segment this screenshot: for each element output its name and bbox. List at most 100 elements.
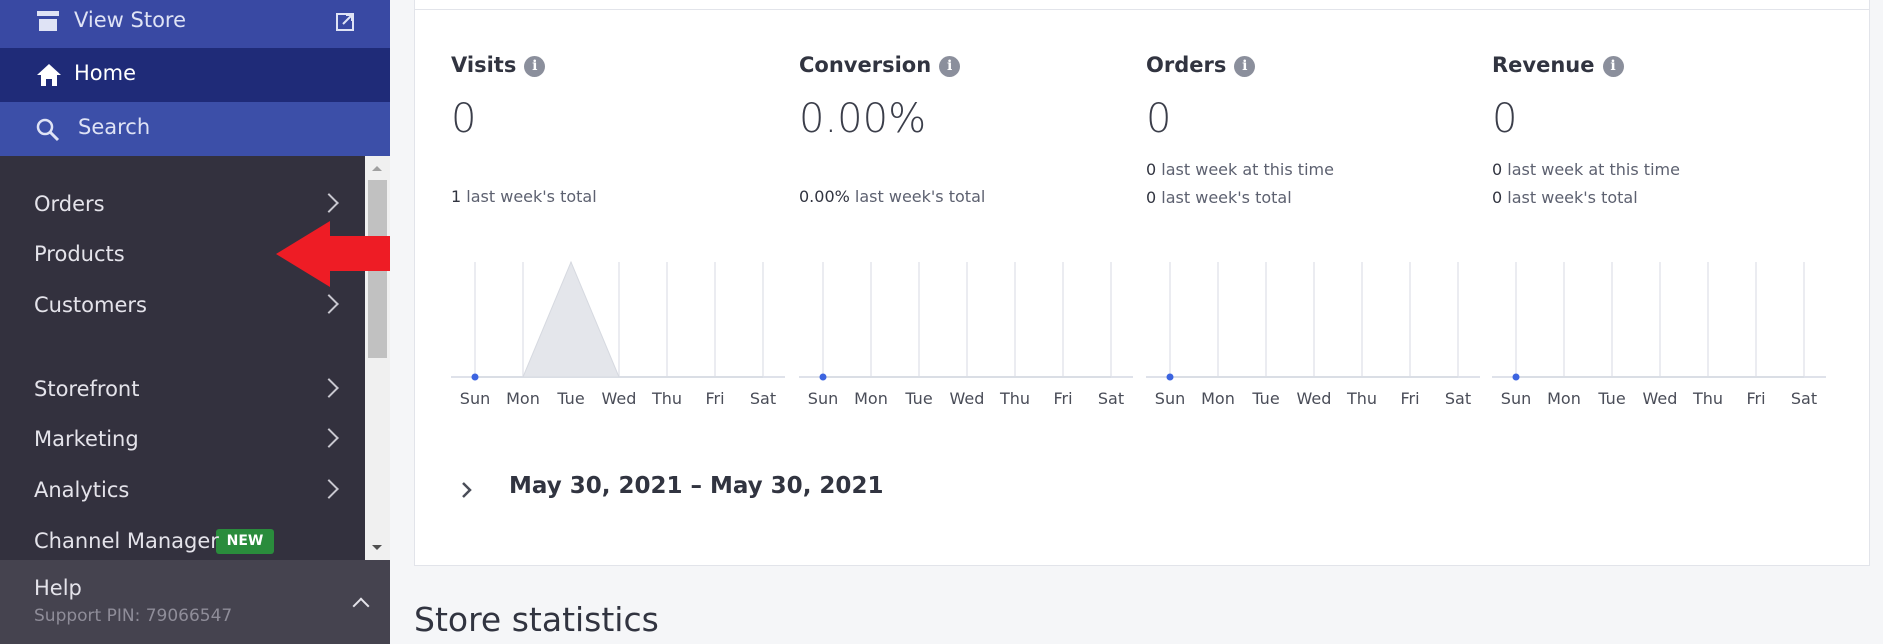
menu-chevron: [319, 479, 339, 499]
section-title: Store statistics: [414, 600, 659, 639]
day-label: Mon: [1201, 389, 1235, 408]
search-text: Search: [78, 115, 151, 139]
day-label: Tue: [556, 389, 584, 408]
note-value: 0: [1146, 188, 1157, 207]
sparkline: Sun Mon Tue Wed Thu Fri Sat: [451, 260, 785, 408]
home-icon: [37, 64, 61, 86]
home-text: Home: [74, 61, 137, 85]
metric-value: 0: [451, 96, 477, 142]
day-label: Wed: [950, 389, 985, 408]
day-label: Thu: [1346, 389, 1377, 408]
metric-value: 0: [1492, 96, 1518, 142]
new-badge: NEW: [216, 529, 274, 554]
metric-note: 1 last week's total: [451, 187, 597, 206]
current-dot: [471, 373, 479, 381]
date-range[interactable]: May 30, 2021 – May 30, 2021: [509, 473, 884, 499]
dashboard-card: [414, 0, 1870, 566]
day-label: Sat: [750, 389, 776, 408]
note-text: last week at this time: [1161, 160, 1334, 179]
view-store-row[interactable]: View Store: [0, 0, 390, 48]
home-row[interactable]: Home: [0, 48, 390, 102]
info-icon[interactable]: i: [524, 56, 546, 77]
support-pin: Support PIN: 79066547: [34, 606, 233, 626]
note-value: 1: [451, 187, 462, 206]
search-row[interactable]: Search: [0, 102, 390, 156]
day-label: Mon: [854, 389, 888, 408]
menu-item[interactable]: Channel Manager: [34, 529, 219, 553]
day-label: Sun: [1501, 389, 1531, 408]
note-value: 0.00%: [799, 187, 850, 206]
note-value: 0: [1492, 160, 1503, 179]
metric-note: 0.00% last week's total: [799, 187, 985, 206]
help-chevron: [352, 597, 370, 615]
day-label: Fri: [1400, 389, 1419, 408]
metric-note: 0 last week's total: [1146, 188, 1292, 207]
day-label: Sun: [460, 389, 490, 408]
area: [475, 260, 763, 378]
day-label: Sat: [1791, 389, 1817, 408]
day-label: Mon: [506, 389, 540, 408]
metric-label: Conversion i: [799, 53, 961, 77]
red-arrow: [276, 221, 390, 287]
current-dot: [819, 373, 827, 381]
day-label: Fri: [1053, 389, 1072, 408]
day-label: Tue: [1251, 389, 1279, 408]
card-divider: [415, 9, 1869, 10]
day-label: Thu: [651, 389, 682, 408]
menu-item[interactable]: Products: [34, 242, 125, 266]
sparkline: Sun Mon Tue Wed Thu Fri Sat: [1492, 262, 1826, 408]
menu-item[interactable]: Orders: [34, 192, 105, 216]
day-label: Thu: [1692, 389, 1723, 408]
current-dot: [1512, 373, 1520, 381]
note-text: last week at this time: [1507, 160, 1680, 179]
day-label: Tue: [904, 389, 932, 408]
day-label: Wed: [602, 389, 637, 408]
info-icon[interactable]: i: [1234, 56, 1256, 77]
date-chevron[interactable]: [460, 480, 474, 500]
menu-chevron: [319, 294, 339, 314]
menu-chevron: [319, 378, 339, 398]
day-label: Sun: [808, 389, 838, 408]
note-text: last week's total: [854, 187, 986, 206]
store-icon: [37, 11, 59, 31]
metric-note: 0 last week at this time: [1146, 160, 1334, 179]
info-icon[interactable]: i: [939, 56, 961, 77]
metric-label: Orders i: [1146, 53, 1256, 77]
day-label: Sat: [1445, 389, 1471, 408]
metric-label-text: Visits: [451, 53, 517, 77]
day-label: Fri: [705, 389, 724, 408]
sparkline: Sun Mon Tue Wed Thu Fri Sat: [1146, 262, 1480, 408]
search-icon: [36, 118, 60, 142]
external-icon: [336, 13, 354, 31]
menu-item[interactable]: Storefront: [34, 377, 140, 401]
day-label: Thu: [999, 389, 1030, 408]
sparkline: Sun Mon Tue Wed Thu Fri Sat: [799, 262, 1133, 408]
day-label: Sat: [1098, 389, 1124, 408]
current-dot: [1166, 373, 1174, 381]
note-value: 0: [1146, 160, 1157, 179]
menu-item[interactable]: Customers: [34, 293, 147, 317]
day-label: Wed: [1643, 389, 1678, 408]
metric-label: Visits i: [451, 53, 546, 77]
note-text: last week's total: [1507, 188, 1638, 207]
scroll-up[interactable]: [371, 164, 383, 172]
note-text: last week's total: [1161, 188, 1292, 207]
metric-value: 0.00%: [799, 96, 927, 142]
day-label: Sun: [1155, 389, 1185, 408]
help-text: Help: [34, 576, 82, 600]
scroll-down[interactable]: [371, 544, 383, 552]
metric-value: 0: [1146, 96, 1172, 142]
metric-note: 0 last week's total: [1492, 188, 1638, 207]
day-label: Mon: [1547, 389, 1581, 408]
menu-item[interactable]: Analytics: [34, 478, 130, 502]
metric-label-text: Revenue: [1492, 53, 1595, 77]
scrollbar[interactable]: [365, 156, 390, 560]
info-icon[interactable]: i: [1602, 56, 1624, 77]
sidebar: View Store Home Search NEW Help Support …: [0, 0, 390, 644]
day-label: Tue: [1597, 389, 1625, 408]
menu-item[interactable]: Marketing: [34, 427, 139, 451]
help-panel[interactable]: Help Support PIN: 79066547: [0, 560, 390, 644]
metric-note: 0 last week at this time: [1492, 160, 1680, 179]
metric-label-text: Conversion: [799, 53, 932, 77]
